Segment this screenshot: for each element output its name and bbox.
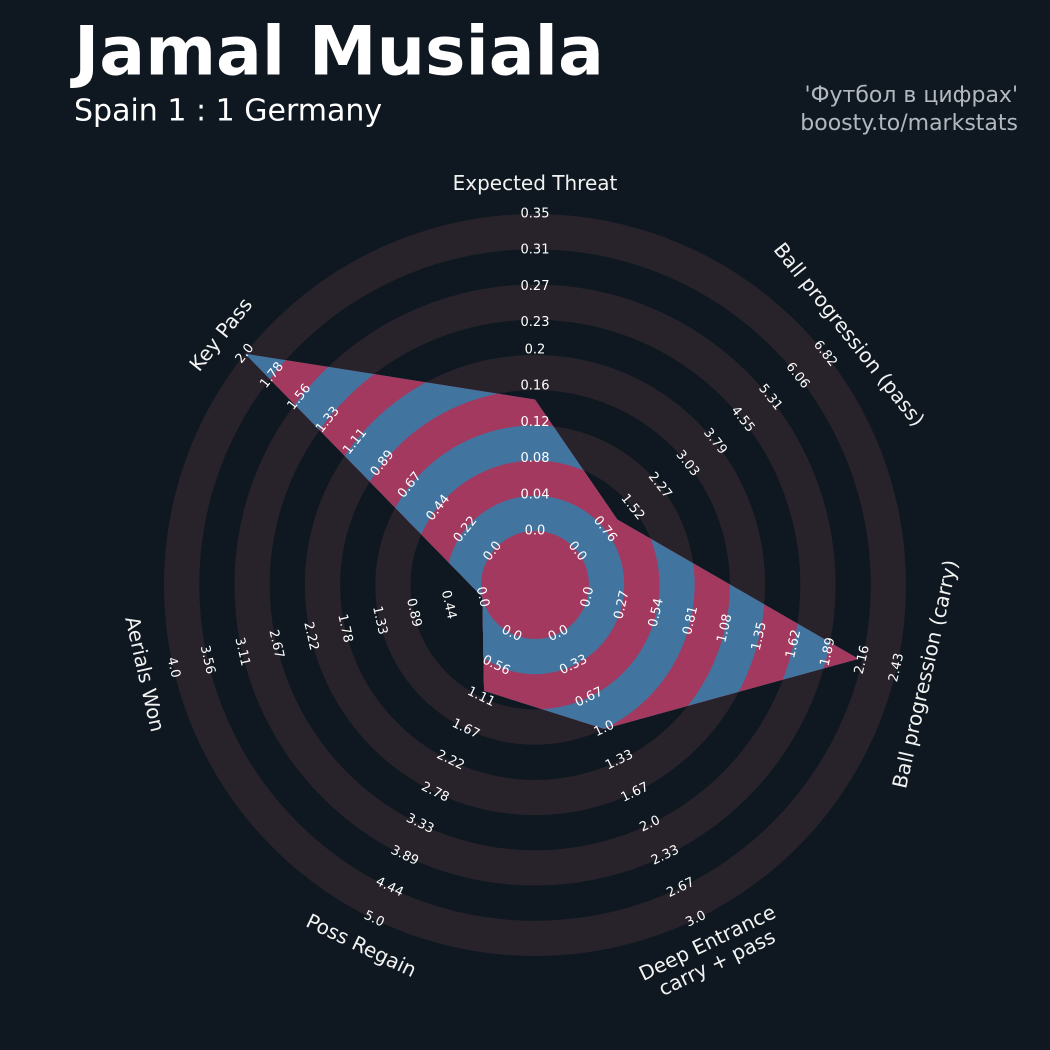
credit: 'Футбол в цифрах'	[805, 83, 1018, 108]
tick-label: 1.62	[783, 628, 804, 660]
tick-label: 0.54	[646, 597, 667, 629]
tick-label: 2.22	[300, 620, 321, 652]
chart-title: Jamal Musiala	[70, 13, 604, 92]
tick-label: 1.08	[714, 613, 735, 645]
tick-label: 0.2	[525, 342, 546, 357]
tick-label: 0.23	[521, 315, 550, 330]
tick-label: 0.12	[521, 415, 550, 430]
tick-label: 0.27	[611, 589, 632, 621]
tick-label: 1.33	[369, 605, 390, 637]
param-label: Expected Threat	[453, 171, 618, 195]
tick-label: 0.27	[521, 279, 550, 294]
tick-label: 1.78	[334, 613, 355, 645]
tick-label: 1.89	[817, 636, 838, 668]
tick-label: 0.35	[521, 207, 550, 222]
tick-label: 3.56	[197, 644, 218, 676]
tick-label: 0.04	[521, 487, 550, 502]
tick-label: 0.44	[438, 589, 459, 621]
tick-label: 0.0	[525, 524, 546, 539]
tick-label: 0.08	[521, 451, 550, 466]
tick-label: 4.0	[164, 656, 183, 680]
tick-label: 0.89	[403, 597, 424, 629]
ring-center-inside	[481, 531, 589, 639]
tick-label: 0.16	[521, 379, 550, 394]
tick-label: 2.67	[266, 628, 287, 660]
tick-label: 0.0	[578, 585, 597, 609]
tick-label: 1.35	[749, 620, 770, 652]
param-label-line: Expected Threat	[453, 171, 618, 195]
tick-label: 0.0	[473, 585, 492, 609]
tick-label: 2.16	[852, 644, 873, 676]
tick-label: 0.31	[521, 243, 550, 258]
tick-label: 3.11	[232, 636, 253, 668]
credit: boosty.to/markstats	[800, 111, 1018, 136]
tick-label: 2.43	[886, 652, 907, 684]
tick-label: 0.81	[680, 605, 701, 637]
chart-subtitle: Spain 1 : 1 Germany	[74, 94, 382, 129]
